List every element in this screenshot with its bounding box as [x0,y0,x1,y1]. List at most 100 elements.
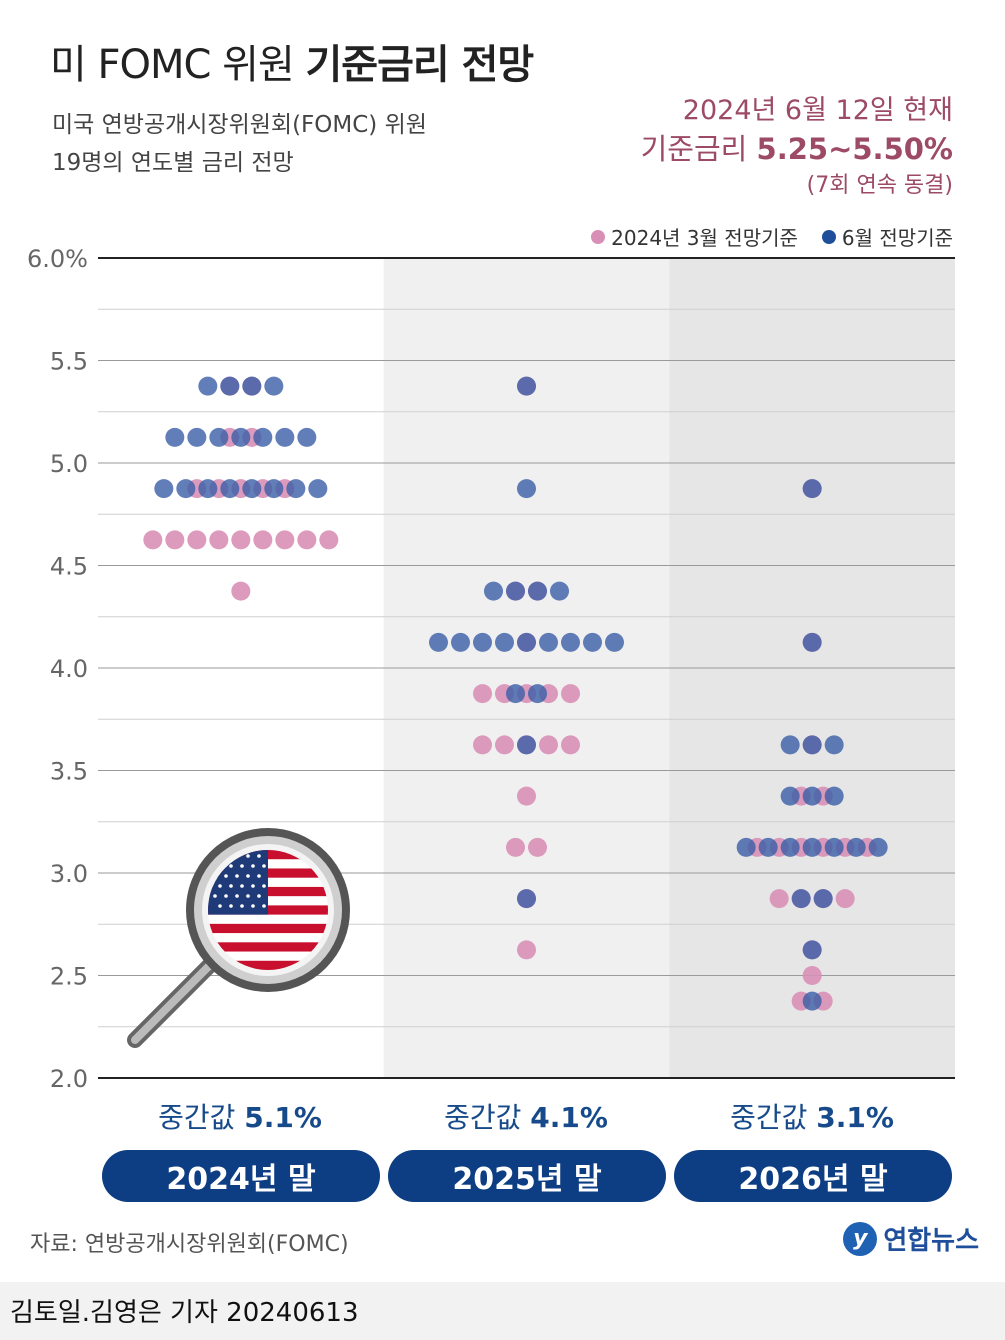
dot-march [253,530,273,550]
dot-march [319,530,339,550]
dot-june [550,581,569,601]
legend-dot-june [821,229,836,244]
flag-star [257,854,261,858]
flag-star [246,854,250,858]
dot-june [780,735,800,755]
dot-march [473,684,492,704]
legend-item-march: 2024년 3월 전망기준 [591,222,798,251]
median-2024: 중간값 5.1% [100,1096,380,1136]
y-tick-label: 6.0% [27,245,88,273]
dot-march [506,837,525,857]
flag-star [251,884,255,888]
us-flag-icon [208,850,328,970]
dot-june [187,427,207,447]
dot-june [264,376,284,396]
source-note: 자료: 연방공개시장위원회(FOMC) [30,1232,349,1257]
dot-june [242,479,262,499]
flag-stripe [208,914,328,925]
dot-june [824,786,844,806]
page-title: 미 FOMC 위원 기준금리 전망 [50,32,534,90]
freeze-note: (7회 연속 동결) [806,173,953,198]
dot-june [780,786,800,806]
dot-june [736,837,756,857]
dot-june [275,427,295,447]
chart-legend: 2024년 3월 전망기준 6월 전망기준 [591,222,953,251]
dot-june [242,376,262,396]
dot-march [297,530,317,550]
dot-march [187,530,207,550]
dot-march [473,735,492,755]
dot-june [484,581,503,601]
legend-label-march: 2024년 3월 전망기준 [611,226,798,250]
flag-star [235,894,239,898]
dot-march [769,889,789,909]
dot-june [802,786,822,806]
dot-march [231,581,251,601]
dot-march [209,530,229,550]
dot-june [198,376,218,396]
flag-star [224,894,228,898]
dot-june [220,376,240,396]
dot-june [758,837,778,857]
dot-june [506,684,525,704]
dot-june [605,632,624,652]
dot-march [517,786,536,806]
y-tick-label: 3.5 [50,758,88,786]
dot-june [528,581,547,601]
yonhap-logo-icon: y [843,1221,878,1256]
flag-star [240,864,244,868]
dot-june [198,479,218,499]
legend-label-june: 6월 전망기준 [841,226,953,250]
median-value: 3.1% [816,1101,894,1134]
dot-march [517,940,536,960]
byline: 김토일.김영은 기자 20240613 [10,1298,359,1328]
legend-dot-march [591,229,606,244]
median-label: 중간값 [730,1101,817,1134]
flag-star [262,864,266,868]
y-tick-label: 5.0 [50,450,88,478]
flag-star [224,874,228,878]
dot-march [275,530,295,550]
title-light: 미 FOMC 위원 [50,42,306,88]
dot-june [802,991,822,1011]
dot-march [802,966,822,985]
flag-star [246,894,250,898]
flag-star [235,874,239,878]
dot-june [802,940,822,960]
dot-june [517,632,536,652]
flag-star [213,894,217,898]
flag-star [257,874,261,878]
dot-june [846,837,866,857]
subtitle-line-2: 19명의 연도별 금리 전망 [52,150,294,176]
title-bold: 기준금리 전망 [305,42,534,88]
dot-june [813,889,833,909]
flag-star [229,884,233,888]
dot-june [308,479,328,499]
dot-june [209,427,229,447]
flag-star [229,904,233,908]
dot-june [231,427,251,447]
dot-june [539,632,558,652]
rate-value: 5.25~5.50% [756,132,953,166]
dot-june [517,889,536,909]
flag-stripe [208,960,328,970]
y-tick-label: 2.0 [50,1065,88,1093]
dot-june [506,581,525,601]
current-rate: 기준금리 5.25~5.50% [641,126,953,168]
y-tick-label: 3.0 [50,860,88,888]
subtitle-line-1: 미국 연방공개시장위원회(FOMC) 위원 [52,112,427,138]
dot-march [143,530,163,550]
flag-star [218,904,222,908]
dot-march [495,735,514,755]
dot-june [583,632,602,652]
median-value: 4.1% [530,1101,608,1134]
median-value: 5.1% [244,1101,322,1134]
flag-star [251,864,255,868]
flag-star [246,874,250,878]
median-2026: 중간값 3.1% [672,1096,952,1136]
dot-june [802,479,822,499]
dot-june [802,735,822,755]
dot-june [220,479,240,499]
dot-june [802,632,822,652]
dot-june [528,684,547,704]
